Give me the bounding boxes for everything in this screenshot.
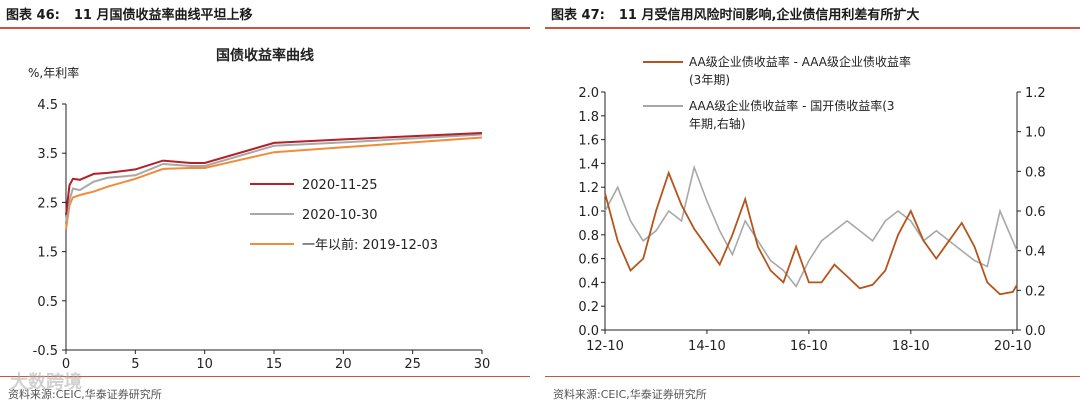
figure-caption: 11 月国债收益率曲线平坦上移 — [73, 8, 253, 23]
x-tick-label: 20 — [335, 357, 352, 372]
y-tick-label: 2.0 — [578, 86, 599, 101]
y-tick-label: 0.0 — [578, 324, 599, 339]
right-y-tick-label: 0.6 — [1025, 205, 1046, 220]
y-tick-label: 1.2 — [578, 181, 599, 196]
y-tick-label: 0.6 — [578, 253, 599, 268]
right-y-tick-label: 0.2 — [1025, 284, 1046, 299]
y-tick-label: 1.5 — [37, 246, 58, 261]
y-tick-label: 0.2 — [578, 300, 599, 315]
y-tick-label: 1.6 — [578, 134, 599, 149]
credit-spread-chart: 0.0 0.2 0.4 0.6 0.8 1.0 1.2 1.4 1.6 1.8 2.0 0.0 0.2 0… — [578, 54, 1046, 354]
figure-caption: 11 月受信用风险时间影响,企业债信用利差有所扩大 — [618, 8, 920, 23]
y-tick-label: 1.0 — [578, 205, 599, 220]
series-line — [65, 133, 483, 223]
chart-title: 国债收益率曲线 — [216, 47, 314, 64]
source-note: 资料来源:CEIC,华泰证券研究所 — [553, 388, 707, 401]
watermark-logo: 大数跨境 — [10, 372, 82, 393]
y-tick-label: 2.5 — [37, 196, 58, 211]
legend-label: AAA级企业债收益率 - 国开债收益率(3 年期,右轴) — [689, 98, 895, 131]
x-tick-label: 20-10 — [994, 339, 1032, 354]
x-tick-label: 14-10 — [688, 339, 726, 354]
figure-title: 图表 46: 11 月国债收益率曲线平坦上移 — [6, 4, 252, 23]
y-tick-label: -0.5 — [33, 344, 58, 359]
yield-curve-chart: 国债收益率曲线%,年利率-0.50.51.52.53.54.50 5 10 15 20 2… — [28, 47, 491, 372]
figure-label: 图表 47: — [551, 8, 605, 23]
series-line — [604, 170, 1018, 296]
series-line — [604, 164, 1018, 288]
right-y-tick-label: 0.8 — [1025, 165, 1046, 180]
source-rule — [545, 376, 1080, 377]
source-note: 资料来源:CEIC,华泰证券研究所 — [8, 388, 162, 401]
legend-label: 一年以前: 2019-12-03 — [302, 237, 438, 253]
right-chart-panel: 图表 47: 11 月受信用风险时间影响,企业债信用利差有所扩大 0.0 0.2 0.… — [545, 0, 1080, 407]
right-y-tick-label: 0.4 — [1025, 245, 1046, 260]
legend-label: 2020-11-25 — [302, 178, 378, 193]
right-y-tick-label: 1.2 — [1025, 86, 1046, 101]
title-rule — [0, 27, 530, 29]
x-tick-label: 25 — [404, 357, 421, 372]
x-tick-label: 5 — [131, 357, 139, 372]
x-tick-label: 18-10 — [892, 339, 930, 354]
x-tick-label: 15 — [266, 357, 283, 372]
y-tick-label: 0.5 — [37, 295, 58, 310]
legend-box — [641, 54, 993, 142]
x-tick-label: 16-10 — [790, 339, 828, 354]
y-axis-label: %,年利率 — [28, 65, 79, 80]
x-tick-label: 12-10 — [586, 339, 624, 354]
legend-label: 2020-10-30 — [302, 208, 378, 223]
series-line — [65, 136, 483, 230]
right-y-tick-label: 0.0 — [1025, 324, 1046, 339]
title-rule — [545, 27, 1080, 29]
y-tick-label: 4.5 — [37, 98, 58, 113]
y-tick-label: 3.5 — [37, 147, 58, 162]
x-tick-label: 30 — [474, 357, 491, 372]
y-tick-label: 0.4 — [578, 276, 599, 291]
x-tick-label: 10 — [196, 357, 213, 372]
source-rule — [0, 376, 530, 377]
right-y-tick-label: 1.0 — [1025, 126, 1046, 141]
series-line — [65, 132, 483, 215]
figure-label: 图表 46: — [6, 8, 60, 23]
x-tick-label: 0 — [62, 357, 70, 372]
left-chart-panel: 图表 46: 11 月国债收益率曲线平坦上移 国债收益率曲线 %,年利率 -0.5 0.… — [0, 0, 530, 407]
y-tick-label: 1.8 — [578, 110, 599, 125]
y-tick-label: 1.4 — [578, 157, 599, 172]
figure-title: 图表 47: 11 月受信用风险时间影响,企业债信用利差有所扩大 — [551, 4, 919, 23]
legend-label: AA级企业债收益率 - AAA级企业债收益率(3年期) — [689, 54, 911, 87]
y-tick-label: 0.8 — [578, 229, 599, 244]
